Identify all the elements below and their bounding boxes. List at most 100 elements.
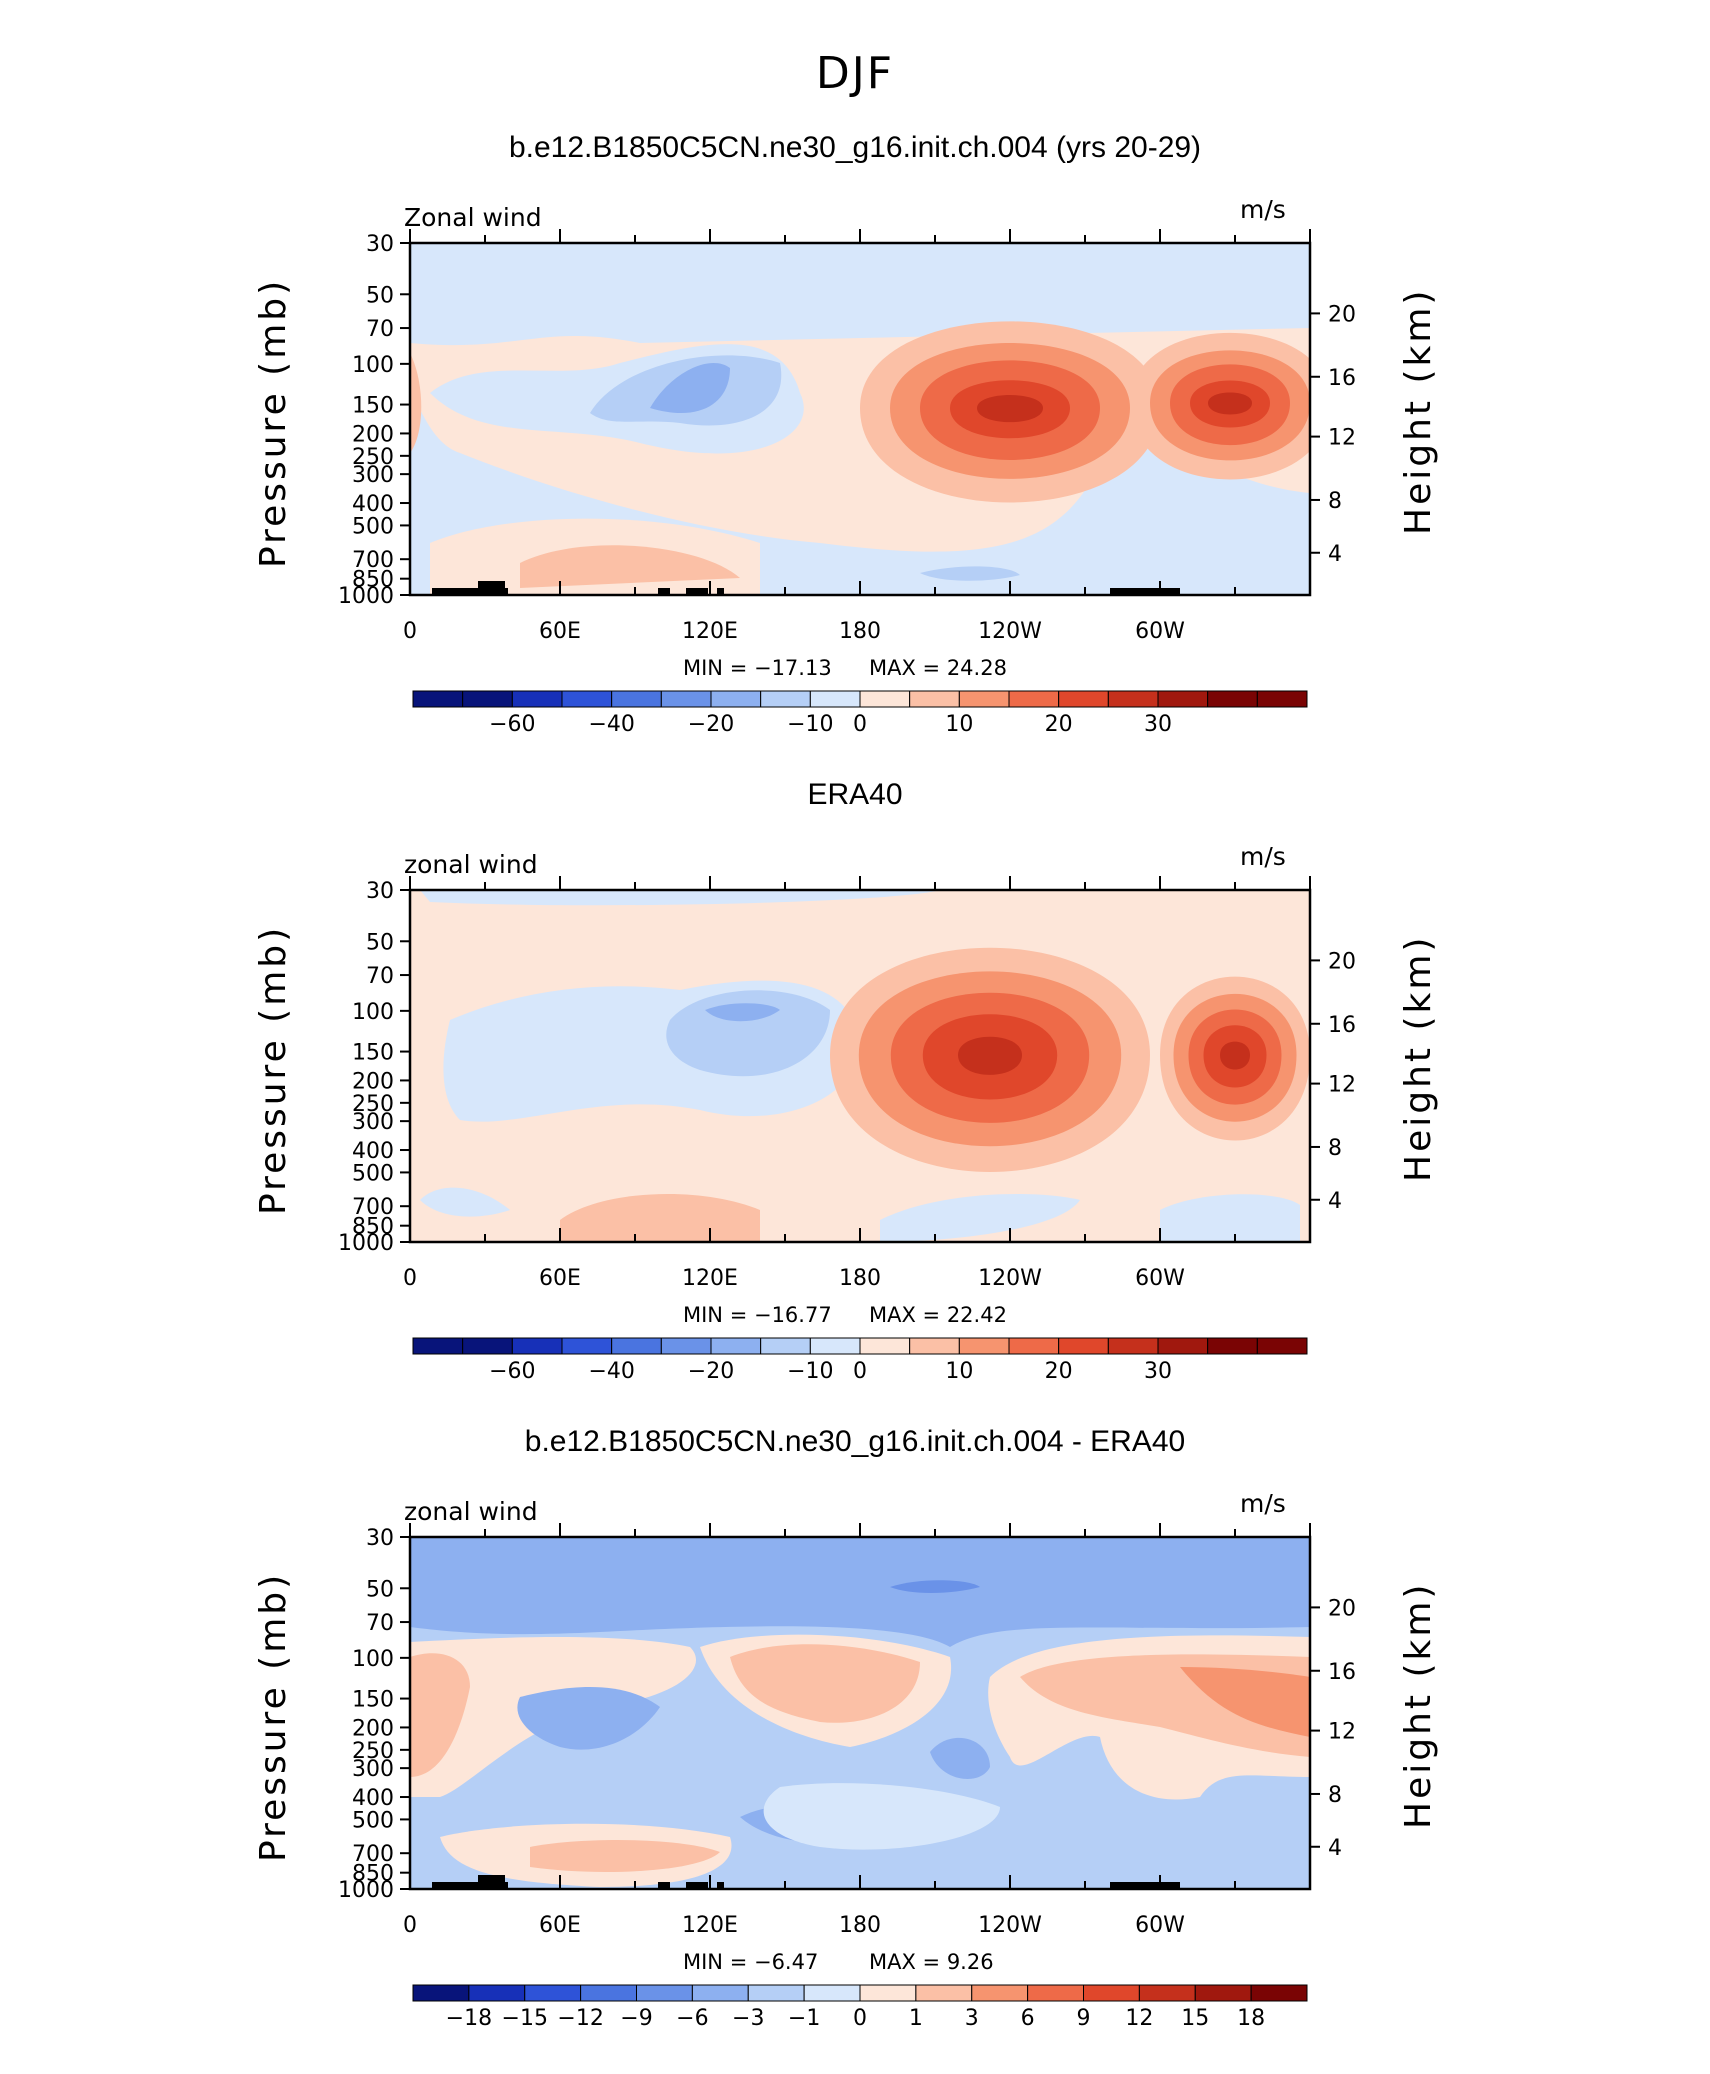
colorbar-box: [1107, 690, 1159, 708]
panel-3-contours: [410, 1537, 1310, 1889]
y-tick-label: 300: [352, 463, 394, 488]
colorbar-box: [1207, 690, 1258, 708]
x-tick-label: 120W: [978, 1913, 1042, 1938]
panel-2-variable-label: zonal wind: [404, 850, 538, 879]
colorbar-box: [1256, 1337, 1308, 1355]
colorbar-box: [1194, 1984, 1252, 2002]
colorbar-box: [412, 1984, 470, 2002]
y-tick-label: 250: [352, 1739, 394, 1764]
y-tick-label: 250: [352, 1092, 394, 1117]
y-tick-label: 1000: [338, 1878, 394, 1903]
x-tick-label: 0: [403, 1266, 417, 1291]
y-right-tick-label: 12: [1328, 1073, 1356, 1098]
colorbar-box: [760, 1337, 811, 1355]
x-tick-label: 60W: [1135, 1266, 1185, 1291]
x-tick-label: 120E: [682, 619, 738, 644]
colorbar-box: [462, 690, 513, 708]
panel-1-title: b.e12.B1850C5CN.ne30_g16.init.ch.004 (yr…: [508, 131, 1202, 164]
colorbar-tick-label: 6: [1021, 2006, 1035, 2031]
colorbar-tick-label: 30: [1144, 1359, 1172, 1384]
panel-3-max-label: MAX = 9.26: [869, 1950, 994, 1974]
y-tick-label: 70: [366, 317, 394, 342]
y-right-tick-label: 20: [1328, 1596, 1356, 1621]
colorbar-tick-label: −1: [788, 2006, 820, 2031]
colorbar-tick-label: −20: [688, 1359, 734, 1384]
colorbar-tick-label: −60: [489, 1359, 535, 1384]
colorbar-box: [511, 1337, 563, 1355]
x-tick-label: 120E: [682, 1266, 738, 1291]
x-tick-label: 0: [403, 1913, 417, 1938]
panel-1-variable-label: Zonal wind: [404, 203, 542, 232]
colorbar-box: [909, 690, 960, 708]
y-tick-label: 30: [366, 879, 394, 904]
y-tick-label: 700: [352, 548, 394, 573]
colorbar-tick-label: 18: [1237, 2006, 1265, 2031]
colorbar-box: [1008, 1337, 1060, 1355]
panel-1-units-label: m/s: [1240, 195, 1286, 224]
colorbar-box: [958, 1337, 1010, 1355]
x-tick-label: 120W: [978, 1266, 1042, 1291]
colorbar-box: [561, 690, 613, 708]
colorbar-tick-label: −20: [688, 712, 734, 737]
y-right-tick-label: 20: [1328, 302, 1356, 327]
y-tick-label: 500: [352, 1161, 394, 1186]
colorbar-box: [1250, 1984, 1308, 2002]
colorbar-box: [971, 1984, 1029, 2002]
colorbar-tick-label: −12: [557, 2006, 603, 2031]
y-tick-label: 700: [352, 1195, 394, 1220]
y-tick-label: 300: [352, 1757, 394, 1782]
y-tick-label: 30: [366, 1526, 394, 1551]
colorbar-tick-label: 30: [1144, 712, 1172, 737]
panel-1-max-label: MAX = 24.28: [869, 656, 1007, 680]
colorbar-box: [915, 1984, 973, 2002]
colorbar-tick-label: 20: [1045, 712, 1073, 737]
colorbar-tick-label: −9: [620, 2006, 652, 2031]
colorbar-box: [1207, 1337, 1258, 1355]
colorbar-box: [809, 690, 861, 708]
y-right-tick-label: 4: [1328, 542, 1342, 567]
colorbar-tick-label: −18: [446, 2006, 492, 2031]
colorbar-box: [809, 1337, 861, 1355]
colorbar-tick-label: 3: [965, 2006, 979, 2031]
colorbar-box: [747, 1984, 805, 2002]
colorbar-box: [660, 690, 712, 708]
colorbar-box: [580, 1984, 637, 2002]
panel-1-plot: 3050701001502002503004005007008501000201…: [338, 229, 1356, 737]
colorbar-tick-label: −40: [588, 1359, 634, 1384]
panel-2-max-label: MAX = 22.42: [869, 1303, 1007, 1327]
panel-3-plot: 3050701001502002503004005007008501000201…: [338, 1523, 1356, 2031]
panel-2-title: ERA40: [807, 778, 903, 811]
colorbar-box: [1256, 690, 1308, 708]
y-right-tick-label: 8: [1328, 489, 1342, 514]
colorbar-tick-label: 0: [853, 712, 867, 737]
colorbar-tick-label: 1: [909, 2006, 923, 2031]
y-tick-label: 50: [366, 1577, 394, 1602]
colorbar-box: [803, 1984, 861, 2002]
panel-2-plot: 3050701001502002503004005007008501000201…: [338, 876, 1356, 1384]
y-tick-label: 150: [352, 1041, 394, 1066]
y-tick-label: 500: [352, 514, 394, 539]
colorbar-tick-label: 0: [853, 1359, 867, 1384]
colorbar-tick-label: −10: [787, 712, 833, 737]
colorbar-box: [636, 1984, 693, 2002]
colorbar-box: [524, 1984, 582, 2002]
y-tick-label: 250: [352, 445, 394, 470]
panel-2-contours: [410, 890, 1310, 1242]
y-tick-label: 150: [352, 394, 394, 419]
y-tick-label: 100: [352, 1647, 394, 1672]
colorbar-tick-label: −60: [489, 712, 535, 737]
page-title: DJF: [815, 48, 895, 99]
y-right-tick-label: 16: [1328, 366, 1356, 391]
panel-3-min-label: MIN = −6.47: [683, 1950, 819, 1974]
colorbar-box: [1157, 690, 1209, 708]
y-tick-label: 50: [366, 930, 394, 955]
y-tick-label: 30: [366, 232, 394, 257]
y-tick-label: 70: [366, 1611, 394, 1636]
y-tick-label: 850: [352, 1862, 394, 1887]
y-tick-label: 70: [366, 964, 394, 989]
y-tick-label: 850: [352, 568, 394, 593]
x-tick-label: 180: [839, 1913, 881, 1938]
colorbar-box: [691, 1984, 749, 2002]
y-tick-label: 200: [352, 422, 394, 447]
colorbar-box: [1058, 690, 1109, 708]
